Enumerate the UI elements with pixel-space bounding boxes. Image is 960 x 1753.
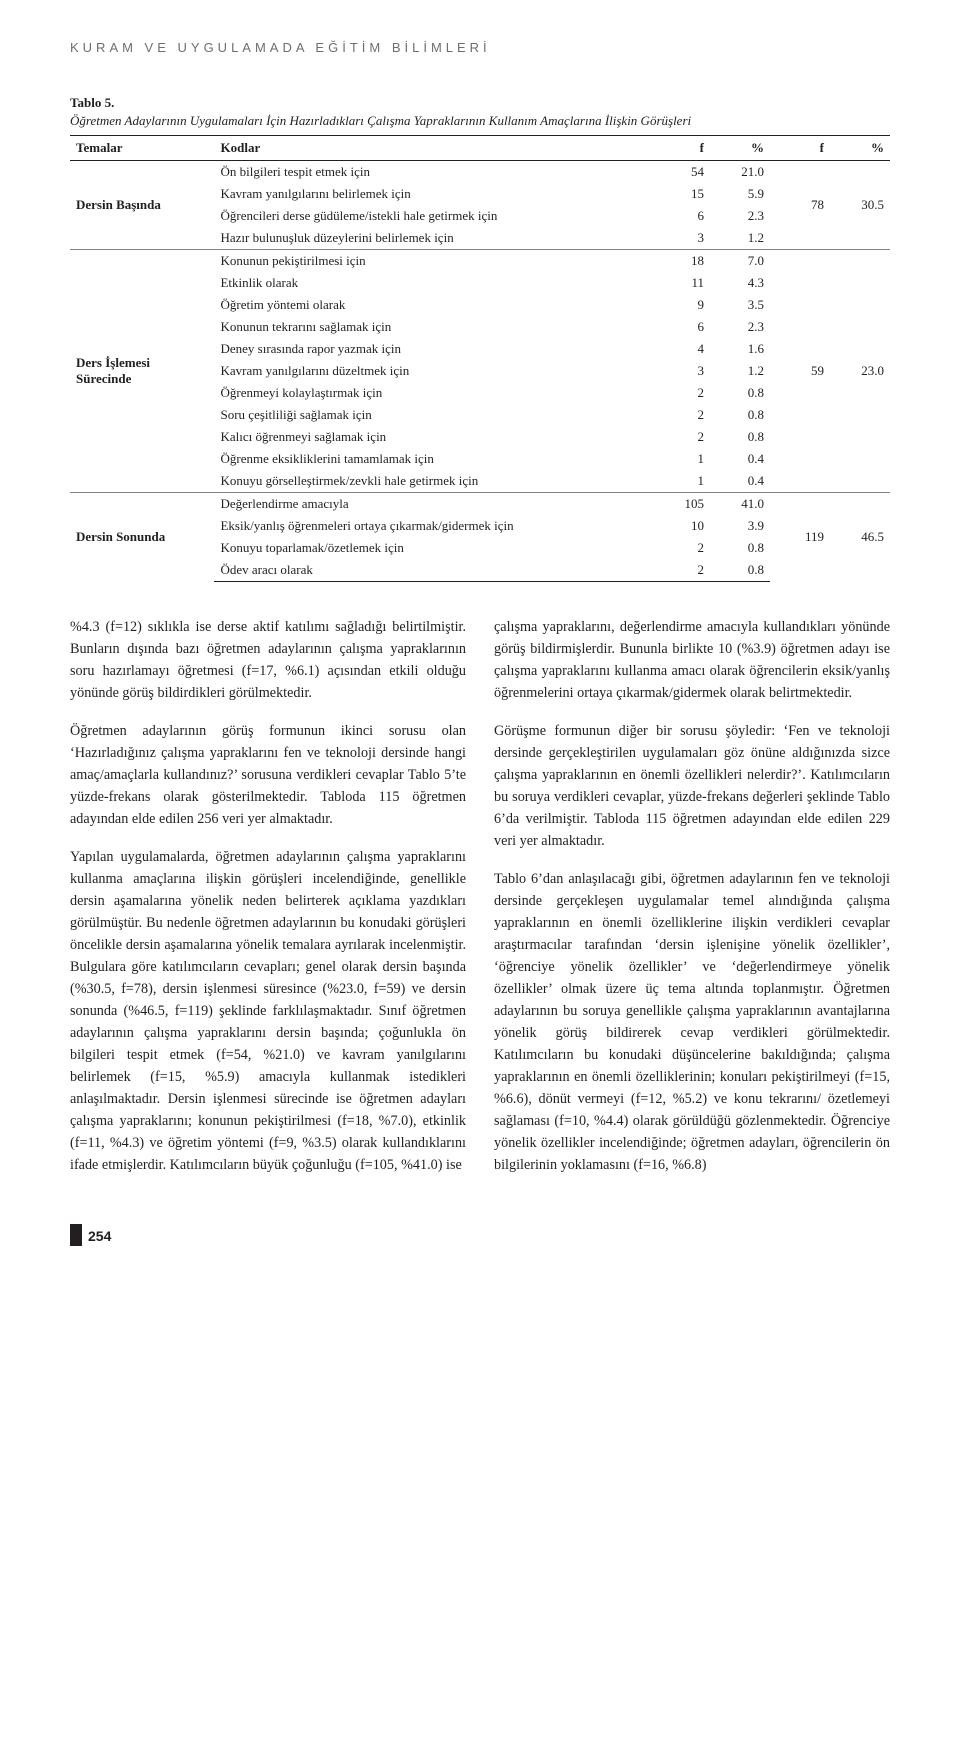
paragraph: Öğretmen adaylarının görüş formunun ikin… — [70, 720, 466, 830]
pct-cell: 1.6 — [710, 338, 770, 360]
f-cell: 1 — [650, 448, 710, 470]
table-row: Dersin SonundaDeğerlendirme amacıyla1054… — [70, 493, 890, 516]
code-cell: Konunun pekiştirilmesi için — [214, 250, 650, 273]
pct-cell: 0.8 — [710, 537, 770, 559]
code-cell: Kavram yanılgılarını düzeltmek için — [214, 360, 650, 382]
code-cell: Öğrenmeyi kolaylaştırmak için — [214, 382, 650, 404]
th-f: f — [650, 136, 710, 161]
table-caption-number: Tablo 5. — [70, 95, 114, 110]
paragraph: çalışma yapraklarını, değerlendirme amac… — [494, 616, 890, 704]
pct-cell: 7.0 — [710, 250, 770, 273]
f-cell: 2 — [650, 559, 710, 582]
code-cell: Eksik/yanlış öğrenmeleri ortaya çıkarmak… — [214, 515, 650, 537]
th-outer-f: f — [770, 136, 830, 161]
pct-cell: 1.2 — [710, 360, 770, 382]
table-5: Tablo 5. Öğretmen Adaylarının Uygulamala… — [70, 95, 890, 582]
page-number-bar-icon — [70, 1224, 82, 1246]
code-cell: Öğrencileri derse güdüleme/istekli hale … — [214, 205, 650, 227]
right-column: çalışma yapraklarını, değerlendirme amac… — [494, 616, 890, 1192]
paragraph: %4.3 (f=12) sıklıkla ise derse aktif kat… — [70, 616, 466, 704]
code-cell: Hazır bulunuşluk düzeylerini belirlemek … — [214, 227, 650, 250]
f-cell: 4 — [650, 338, 710, 360]
f-cell: 2 — [650, 382, 710, 404]
table-subcaption: Öğretmen Adaylarının Uygulamaları İçin H… — [70, 113, 890, 129]
th-temalar: Temalar — [70, 136, 214, 161]
code-cell: Kavram yanılgılarını belirlemek için — [214, 183, 650, 205]
th-pct: % — [710, 136, 770, 161]
left-column: %4.3 (f=12) sıklıkla ise derse aktif kat… — [70, 616, 466, 1192]
f-cell: 1 — [650, 470, 710, 493]
table-5-grid: Temalar Kodlar f % f % Dersin BaşındaÖn … — [70, 135, 890, 582]
pct-cell: 0.8 — [710, 404, 770, 426]
outer-pct-cell: 23.0 — [830, 250, 890, 493]
page-number-block: 254 — [70, 1222, 890, 1246]
code-cell: Öğrenme eksikliklerini tamamlamak için — [214, 448, 650, 470]
pct-cell: 4.3 — [710, 272, 770, 294]
code-cell: Etkinlik olarak — [214, 272, 650, 294]
group-label: Dersin Başında — [70, 161, 214, 250]
pct-cell: 2.3 — [710, 205, 770, 227]
body-columns: %4.3 (f=12) sıklıkla ise derse aktif kat… — [70, 616, 890, 1192]
code-cell: Kalıcı öğrenmeyi sağlamak için — [214, 426, 650, 448]
table-caption: Tablo 5. — [70, 95, 890, 111]
paragraph: Tablo 6’dan anlaşılacağı gibi, öğretmen … — [494, 868, 890, 1176]
outer-f-cell: 78 — [770, 161, 830, 250]
paragraph: Görüşme formunun diğer bir sorusu şöyled… — [494, 720, 890, 852]
pct-cell: 3.9 — [710, 515, 770, 537]
pct-cell: 0.4 — [710, 448, 770, 470]
f-cell: 18 — [650, 250, 710, 273]
outer-f-cell: 59 — [770, 250, 830, 493]
f-cell: 9 — [650, 294, 710, 316]
f-cell: 2 — [650, 404, 710, 426]
outer-pct-cell: 46.5 — [830, 493, 890, 582]
pct-cell: 5.9 — [710, 183, 770, 205]
f-cell: 10 — [650, 515, 710, 537]
group-label: Ders İşlemesiSürecinde — [70, 250, 214, 493]
running-head: KURAM VE UYGULAMADA EĞİTİM BİLİMLERİ — [70, 40, 890, 55]
pct-cell: 0.4 — [710, 470, 770, 493]
f-cell: 2 — [650, 537, 710, 559]
pct-cell: 0.8 — [710, 426, 770, 448]
th-kodlar: Kodlar — [214, 136, 650, 161]
f-cell: 11 — [650, 272, 710, 294]
pct-cell: 1.2 — [710, 227, 770, 250]
code-cell: Konuyu toparlamak/özetlemek için — [214, 537, 650, 559]
outer-pct-cell: 30.5 — [830, 161, 890, 250]
f-cell: 3 — [650, 360, 710, 382]
f-cell: 2 — [650, 426, 710, 448]
f-cell: 3 — [650, 227, 710, 250]
code-cell: Konunun tekrarını sağlamak için — [214, 316, 650, 338]
code-cell: Deney sırasında rapor yazmak için — [214, 338, 650, 360]
code-cell: Ön bilgileri tespit etmek için — [214, 161, 650, 184]
pct-cell: 0.8 — [710, 382, 770, 404]
table-header-row: Temalar Kodlar f % f % — [70, 136, 890, 161]
pct-cell: 2.3 — [710, 316, 770, 338]
code-cell: Ödev aracı olarak — [214, 559, 650, 582]
table-row: Ders İşlemesiSürecindeKonunun pekiştiril… — [70, 250, 890, 273]
outer-f-cell: 119 — [770, 493, 830, 582]
paragraph: Yapılan uygulamalarda, öğretmen adayları… — [70, 846, 466, 1176]
group-label: Dersin Sonunda — [70, 493, 214, 582]
pct-cell: 0.8 — [710, 559, 770, 582]
f-cell: 54 — [650, 161, 710, 184]
pct-cell: 21.0 — [710, 161, 770, 184]
f-cell: 15 — [650, 183, 710, 205]
code-cell: Soru çeşitliliği sağlamak için — [214, 404, 650, 426]
page-number: 254 — [88, 1228, 111, 1244]
f-cell: 6 — [650, 205, 710, 227]
pct-cell: 41.0 — [710, 493, 770, 516]
table-row: Dersin BaşındaÖn bilgileri tespit etmek … — [70, 161, 890, 184]
th-outer-pct: % — [830, 136, 890, 161]
code-cell: Öğretim yöntemi olarak — [214, 294, 650, 316]
f-cell: 6 — [650, 316, 710, 338]
code-cell: Konuyu görselleştirmek/zevkli hale getir… — [214, 470, 650, 493]
code-cell: Değerlendirme amacıyla — [214, 493, 650, 516]
pct-cell: 3.5 — [710, 294, 770, 316]
f-cell: 105 — [650, 493, 710, 516]
